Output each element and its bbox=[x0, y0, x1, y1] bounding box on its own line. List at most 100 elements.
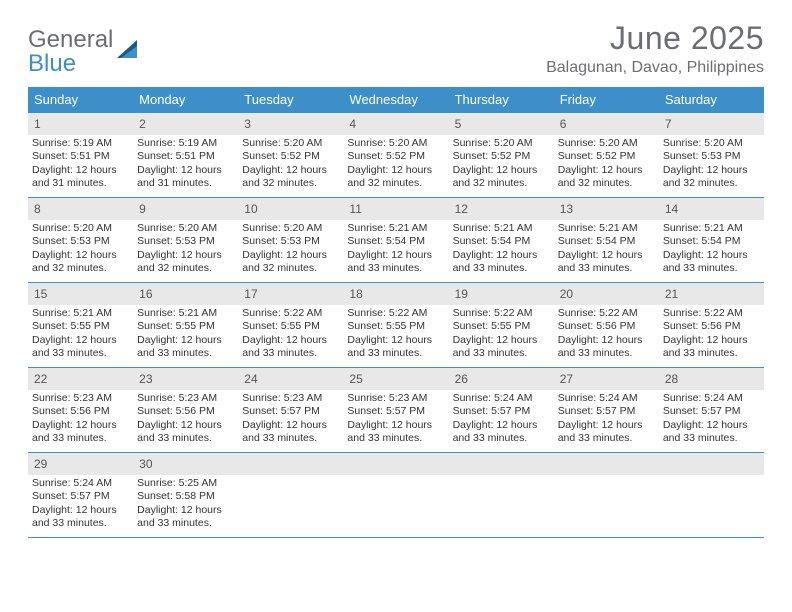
calendar-day: 25Sunrise: 5:23 AMSunset: 5:57 PMDayligh… bbox=[343, 368, 448, 452]
location-subtitle: Balagunan, Davao, Philippines bbox=[546, 59, 764, 77]
sunrise-line: Sunrise: 5:20 AM bbox=[453, 137, 550, 150]
daylight-line: Daylight: 12 hours and 33 minutes. bbox=[663, 249, 760, 276]
day-number bbox=[455, 457, 458, 471]
brand-part1: General bbox=[28, 26, 113, 53]
daylight-line: Daylight: 12 hours and 32 minutes. bbox=[347, 164, 444, 191]
day-number-row: 18 bbox=[343, 283, 448, 305]
calendar-day: 8Sunrise: 5:20 AMSunset: 5:53 PMDaylight… bbox=[28, 198, 133, 282]
sunset-line: Sunset: 5:57 PM bbox=[663, 405, 760, 418]
calendar-day: 14Sunrise: 5:21 AMSunset: 5:54 PMDayligh… bbox=[659, 198, 764, 282]
sail-icon bbox=[115, 36, 143, 69]
day-number: 15 bbox=[34, 287, 47, 301]
sunrise-line: Sunrise: 5:19 AM bbox=[137, 137, 234, 150]
day-number: 24 bbox=[244, 372, 257, 386]
day-number: 27 bbox=[560, 372, 573, 386]
sunrise-line: Sunrise: 5:23 AM bbox=[32, 392, 129, 405]
day-number: 29 bbox=[34, 457, 47, 471]
calendar-day: 17Sunrise: 5:22 AMSunset: 5:55 PMDayligh… bbox=[238, 283, 343, 367]
sunrise-line: Sunrise: 5:22 AM bbox=[453, 307, 550, 320]
calendar-day: 26Sunrise: 5:24 AMSunset: 5:57 PMDayligh… bbox=[449, 368, 554, 452]
daylight-line: Daylight: 12 hours and 33 minutes. bbox=[453, 419, 550, 446]
day-number bbox=[244, 457, 247, 471]
day-number-row: 28 bbox=[659, 368, 764, 390]
brand-part2: Blue bbox=[28, 50, 76, 77]
calendar-day: 4 Sunrise: 5:20 AMSunset: 5:52 PMDaylight… bbox=[343, 113, 448, 197]
day-number: 4 bbox=[349, 117, 356, 131]
day-number-row bbox=[238, 453, 343, 475]
day-number-row: 6 bbox=[554, 113, 659, 135]
daylight-line: Daylight: 12 hours and 33 minutes. bbox=[137, 419, 234, 446]
sunset-line: Sunset: 5:54 PM bbox=[453, 235, 550, 248]
weekday-header: Monday bbox=[133, 87, 238, 112]
day-number: 7 bbox=[665, 117, 672, 131]
sunrise-line: Sunrise: 5:20 AM bbox=[242, 137, 339, 150]
day-number: 10 bbox=[244, 202, 257, 216]
sunset-line: Sunset: 5:52 PM bbox=[453, 150, 550, 163]
daylight-line: Daylight: 12 hours and 33 minutes. bbox=[242, 334, 339, 361]
calendar-day: 3Sunrise: 5:20 AMSunset: 5:52 PMDaylight… bbox=[238, 113, 343, 197]
day-number-row bbox=[659, 453, 764, 475]
day-number-row: 16 bbox=[133, 283, 238, 305]
sunrise-line: Sunrise: 5:21 AM bbox=[347, 222, 444, 235]
day-number: 28 bbox=[665, 372, 678, 386]
sunset-line: Sunset: 5:51 PM bbox=[137, 150, 234, 163]
sunrise-line: Sunrise: 5:23 AM bbox=[347, 392, 444, 405]
day-number-row bbox=[343, 453, 448, 475]
calendar-day: 21Sunrise: 5:22 AMSunset: 5:56 PMDayligh… bbox=[659, 283, 764, 367]
sunrise-line: Sunrise: 5:21 AM bbox=[32, 307, 129, 320]
calendar-day: 28 Sunrise: 5:24 AMSunset: 5:57 PMDayligh… bbox=[659, 368, 764, 452]
sunset-line: Sunset: 5:57 PM bbox=[347, 405, 444, 418]
sunset-line: Sunset: 5:52 PM bbox=[347, 150, 444, 163]
calendar-day-empty bbox=[238, 453, 343, 537]
sunrise-line: Sunrise: 5:20 AM bbox=[347, 137, 444, 150]
calendar-day: 1Sunrise: 5:19 AMSunset: 5:51 PMDaylight… bbox=[28, 113, 133, 197]
calendar-week: 8 Sunrise: 5:20 AM Sunset: 5:53 PM Daylight… bbox=[28, 197, 764, 282]
daylight-line: Daylight: 12 hours and 31 minutes. bbox=[137, 164, 234, 191]
day-number-row: 11 bbox=[343, 198, 448, 220]
calendar-week: 1Sunrise: 5:19 AMSunset: 5:51 PMDaylight… bbox=[28, 112, 764, 197]
sunset-line: Sunset: 5:54 PM bbox=[347, 235, 444, 248]
daylight-line: Daylight: 12 hours and 33 minutes. bbox=[663, 419, 760, 446]
sunrise-line: Sunrise: 5:21 AM bbox=[558, 222, 655, 235]
sunrise-line: Sunrise: 5:20 AM bbox=[663, 137, 760, 150]
calendar-day: 19Sunrise: 5:22 AMSunset: 5:55 PMDayligh… bbox=[449, 283, 554, 367]
day-number: 9 bbox=[139, 202, 146, 216]
weekday-header: Tuesday bbox=[238, 87, 343, 112]
day-number: 19 bbox=[455, 287, 468, 301]
day-number-row: 9 bbox=[133, 198, 238, 220]
calendar-day: 9Sunrise: 5:20 AMSunset: 5:53 PMDaylight… bbox=[133, 198, 238, 282]
day-number: 14 bbox=[665, 202, 678, 216]
calendar-day: 11Sunrise: 5:21 AMSunset: 5:54 PMDayligh… bbox=[343, 198, 448, 282]
calendar: SundayMondayTuesdayWednesdayThursdayFrid… bbox=[28, 87, 764, 538]
calendar-day: 5Sunrise: 5:20 AMSunset: 5:52 PMDaylight… bbox=[449, 113, 554, 197]
day-number: 25 bbox=[349, 372, 362, 386]
day-number: 11 bbox=[349, 202, 361, 216]
sunrise-line: Sunrise: 5:21 AM bbox=[453, 222, 550, 235]
day-number: 22 bbox=[34, 372, 47, 386]
weekday-header: Saturday bbox=[659, 87, 764, 112]
daylight-line: Daylight: 12 hours and 32 minutes. bbox=[32, 249, 129, 276]
weekday-header: Sunday bbox=[28, 87, 133, 112]
daylight-line: Daylight: 12 hours and 33 minutes. bbox=[137, 334, 234, 361]
daylight-line: Daylight: 12 hours and 33 minutes. bbox=[137, 504, 234, 531]
sunrise-line: Sunrise: 5:20 AM bbox=[558, 137, 655, 150]
sunset-line: Sunset: 5:55 PM bbox=[137, 320, 234, 333]
day-number-row: 27 bbox=[554, 368, 659, 390]
day-number-row: 29 bbox=[28, 453, 133, 475]
calendar-day-empty bbox=[659, 453, 764, 537]
sunset-line: Sunset: 5:51 PM bbox=[32, 150, 129, 163]
day-number-row: 7 bbox=[659, 113, 764, 135]
day-number: 8 bbox=[34, 202, 41, 216]
day-number-row: 21 bbox=[659, 283, 764, 305]
sunset-line: Sunset: 5:53 PM bbox=[242, 235, 339, 248]
sunrise-line: Sunrise: 5:20 AM bbox=[32, 222, 129, 235]
sunset-line: Sunset: 5:57 PM bbox=[242, 405, 339, 418]
calendar-week: 29Sunrise: 5:24 AMSunset: 5:57 PMDayligh… bbox=[28, 452, 764, 538]
day-number-row: 8 bbox=[28, 198, 133, 220]
weekday-header: Friday bbox=[554, 87, 659, 112]
day-number-row: 5 bbox=[449, 113, 554, 135]
weekday-header: Thursday bbox=[449, 87, 554, 112]
day-number-row bbox=[554, 453, 659, 475]
sunrise-line: Sunrise: 5:24 AM bbox=[663, 392, 760, 405]
calendar-day: 23Sunrise: 5:23 AMSunset: 5:56 PMDayligh… bbox=[133, 368, 238, 452]
